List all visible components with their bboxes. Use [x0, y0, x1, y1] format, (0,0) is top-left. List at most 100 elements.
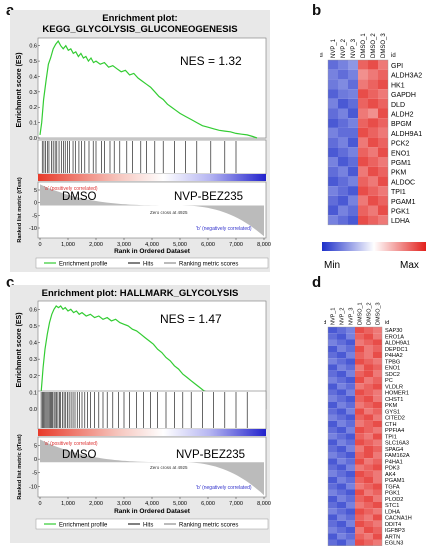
heatmap-cell — [328, 215, 338, 225]
heatmap-cell — [373, 520, 382, 527]
ytick-label: 0.4 — [29, 74, 37, 80]
heatmap-cell — [368, 215, 378, 225]
heatmap-cell — [338, 166, 348, 177]
heatmap-cell — [368, 60, 378, 70]
ytick-label: -5 — [32, 471, 37, 477]
heatmap-cell — [355, 514, 364, 521]
heatmap-cell — [364, 520, 373, 527]
heatmap-cell — [346, 489, 355, 496]
ytick-label: 5 — [34, 188, 37, 194]
gene-label: ALDH3A2 — [391, 73, 422, 80]
gene-label: PGAM1 — [391, 199, 416, 206]
heatmap-cell — [328, 495, 337, 502]
gene-label: ERO1A — [385, 334, 404, 340]
xtick-label: 1,000 — [61, 242, 75, 248]
heatmap-cell — [348, 205, 358, 216]
heatmap-cell — [364, 508, 373, 515]
heatmap-cell — [328, 195, 338, 206]
heatmap-cell — [328, 370, 337, 377]
heatmap-cell — [337, 370, 346, 377]
heatmap-cell — [346, 427, 355, 434]
heatmap-cell — [355, 383, 364, 390]
heatmap-cell — [373, 377, 382, 384]
heatmap-cell — [355, 508, 364, 515]
gene-label: ENO1 — [391, 150, 410, 157]
heatmap-cell — [338, 79, 348, 90]
heatmap-cell — [346, 533, 355, 540]
heatmap-cell — [368, 79, 378, 90]
heatmap-cell — [355, 352, 364, 359]
xtick-label: 4,000 — [145, 501, 159, 507]
nes-label: NES = 1.47 — [160, 312, 222, 326]
gene-label: PGK1 — [391, 208, 410, 215]
heatmap-cell — [346, 439, 355, 446]
heatmap-cell — [373, 358, 382, 365]
heatmap-cell — [378, 137, 388, 148]
heatmap-cell — [364, 458, 373, 465]
ytick-label: 0.3 — [29, 357, 37, 363]
heatmap-cell — [348, 127, 358, 138]
heatmap-cell — [328, 89, 338, 99]
heatmap-cell — [346, 539, 355, 546]
gene-label: TPI1 — [385, 434, 397, 440]
heatmap-cell — [328, 98, 338, 109]
xtick-label: 1,000 — [61, 501, 75, 507]
gene-label: SDC2 — [385, 372, 400, 378]
heatmap-cell — [328, 60, 338, 70]
heatmap-cell — [346, 477, 355, 484]
xtick-label: 7,000 — [229, 501, 243, 507]
gene-label: GYS1 — [385, 409, 400, 415]
heatmap-cell — [364, 339, 373, 346]
heatmap-cell — [355, 433, 364, 440]
heatmap-cell — [368, 118, 378, 128]
gene-label: DLD — [391, 102, 405, 109]
heatmap-cell — [338, 186, 348, 196]
gene-label: TPI1 — [391, 189, 406, 196]
xtick-label: 7,000 — [229, 242, 243, 248]
heatmap-cell — [378, 89, 388, 99]
heatmap-cell — [338, 147, 348, 157]
heatmap-cell — [346, 502, 355, 509]
ytick-label: 5 — [34, 444, 37, 450]
ytick-label: 0.0 — [29, 407, 37, 413]
heatmap-cell — [355, 377, 364, 384]
heatmap-cell — [328, 502, 337, 509]
heatmap-cell — [346, 364, 355, 371]
heatmap-cell — [337, 439, 346, 446]
heatmap-cell — [373, 477, 382, 484]
y-axis-label-es: Enrichment score (ES) — [16, 312, 23, 387]
heatmap-cell — [328, 514, 337, 521]
xtick-label: 2,000 — [89, 501, 103, 507]
heatmap-cell — [337, 414, 346, 421]
heatmap-cell — [355, 389, 364, 396]
heatmap-cell — [338, 108, 348, 119]
heatmap-cell — [364, 489, 373, 496]
column-label: DMSO_2 — [366, 302, 372, 325]
gsea-plot-hallmark-glycolysis: Enrichment plot: HALLMARK_GLYCOLYSIS NES… — [10, 285, 271, 543]
heatmap-cell — [338, 69, 348, 80]
heatmap-cell — [346, 395, 355, 402]
hits-barcode — [40, 392, 248, 428]
xtick-label: 8,000 — [257, 242, 271, 248]
heatmap-cell — [364, 389, 373, 396]
heatmap-cell — [337, 539, 346, 546]
heatmap-cell — [348, 137, 358, 148]
heatmap-cell — [337, 470, 346, 477]
heatmap-cell — [328, 364, 337, 371]
ytick-label: -10 — [29, 484, 37, 490]
heatmap-cell — [337, 345, 346, 352]
column-label: NVP_2 — [339, 308, 345, 325]
heatmap-cell — [328, 389, 337, 396]
gene-label: ALDH2 — [391, 111, 414, 118]
heatmap-cell — [328, 127, 338, 138]
heatmap-cell — [355, 339, 364, 346]
gene-label: HOMER1 — [385, 391, 409, 397]
heatmap-cell — [346, 358, 355, 365]
legend-ranking: Ranking metric scores — [179, 523, 238, 529]
heatmap-cell — [364, 445, 373, 452]
xtick-label: 8,000 — [257, 501, 271, 507]
heatmap-cell — [358, 176, 368, 187]
heatmap-cell — [373, 483, 382, 490]
heatmap-kegg-glycolysis: NVP_1 NVP_2 NVP_3 DMSO_1 DMSO_2 DMSO_3id id GP… — [320, 33, 426, 271]
gene-label: TGFA — [385, 484, 400, 490]
